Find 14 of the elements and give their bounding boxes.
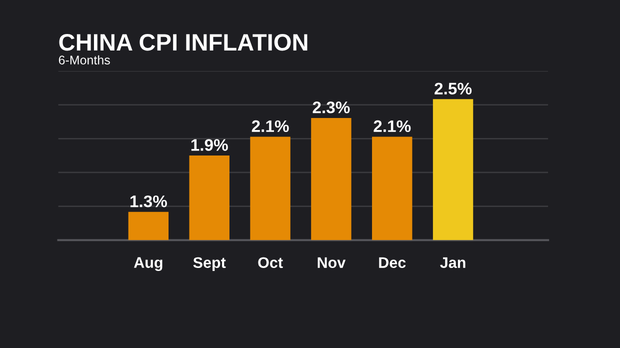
x-tick-label: Oct	[258, 257, 283, 268]
x-tick-label: Jan	[440, 257, 466, 268]
data-label: 2.1%	[252, 120, 289, 132]
data-label: 2.5%	[434, 82, 472, 94]
data-label: 2.3%	[312, 101, 350, 114]
chart-title: CHINA CPI INFLATION	[59, 34, 308, 51]
x-tick-label: Nov	[318, 257, 346, 268]
x-tick-label: Dec	[379, 257, 406, 268]
chart-subtitle: 6-Months	[58, 55, 110, 65]
data-label: 2.1%	[374, 120, 411, 132]
x-tick-label: Aug	[134, 257, 162, 272]
x-tick-label: Sept	[193, 257, 226, 272]
data-label: 1.3%	[130, 195, 167, 208]
data-label: 1.9%	[191, 139, 228, 151]
